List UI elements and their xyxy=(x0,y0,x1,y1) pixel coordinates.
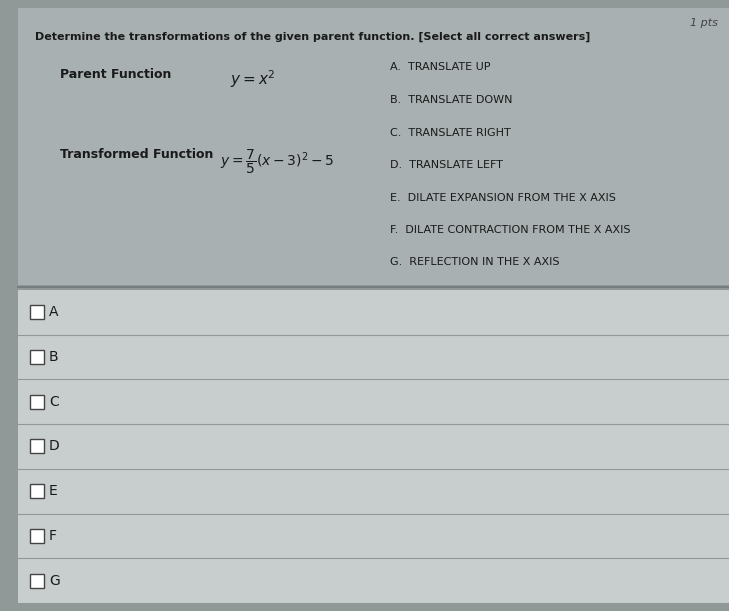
Text: B: B xyxy=(49,350,58,364)
Text: E.  DILATE EXPANSION FROM THE X AXIS: E. DILATE EXPANSION FROM THE X AXIS xyxy=(390,193,616,203)
Text: 1 pts: 1 pts xyxy=(690,18,718,28)
Text: Determine the transformations of the given parent function. [Select all correct : Determine the transformations of the giv… xyxy=(35,32,590,42)
Bar xyxy=(30,395,44,409)
Text: Parent Function: Parent Function xyxy=(60,68,171,81)
Text: $y=\dfrac{7}{5}(x-3)^2-5$: $y=\dfrac{7}{5}(x-3)^2-5$ xyxy=(220,148,335,177)
Text: A: A xyxy=(49,306,58,320)
Text: E: E xyxy=(49,484,58,498)
Bar xyxy=(18,290,729,603)
Text: G: G xyxy=(49,574,60,588)
Bar xyxy=(30,439,44,453)
Text: D.  TRANSLATE LEFT: D. TRANSLATE LEFT xyxy=(390,160,503,170)
Bar xyxy=(18,8,729,285)
Bar xyxy=(30,306,44,320)
Text: G.  REFLECTION IN THE X AXIS: G. REFLECTION IN THE X AXIS xyxy=(390,257,559,267)
Bar xyxy=(30,574,44,588)
Text: B.  TRANSLATE DOWN: B. TRANSLATE DOWN xyxy=(390,95,512,105)
Text: C: C xyxy=(49,395,59,409)
Bar xyxy=(30,350,44,364)
Text: F: F xyxy=(49,529,57,543)
Text: D: D xyxy=(49,439,60,453)
Text: C.  TRANSLATE RIGHT: C. TRANSLATE RIGHT xyxy=(390,128,511,138)
Bar xyxy=(30,484,44,498)
Text: Transformed Function: Transformed Function xyxy=(60,148,214,161)
Text: A.  TRANSLATE UP: A. TRANSLATE UP xyxy=(390,62,491,72)
Text: $y=x^2$: $y=x^2$ xyxy=(230,68,276,90)
Text: F.  DILATE CONTRACTION FROM THE X AXIS: F. DILATE CONTRACTION FROM THE X AXIS xyxy=(390,225,631,235)
Bar xyxy=(30,529,44,543)
